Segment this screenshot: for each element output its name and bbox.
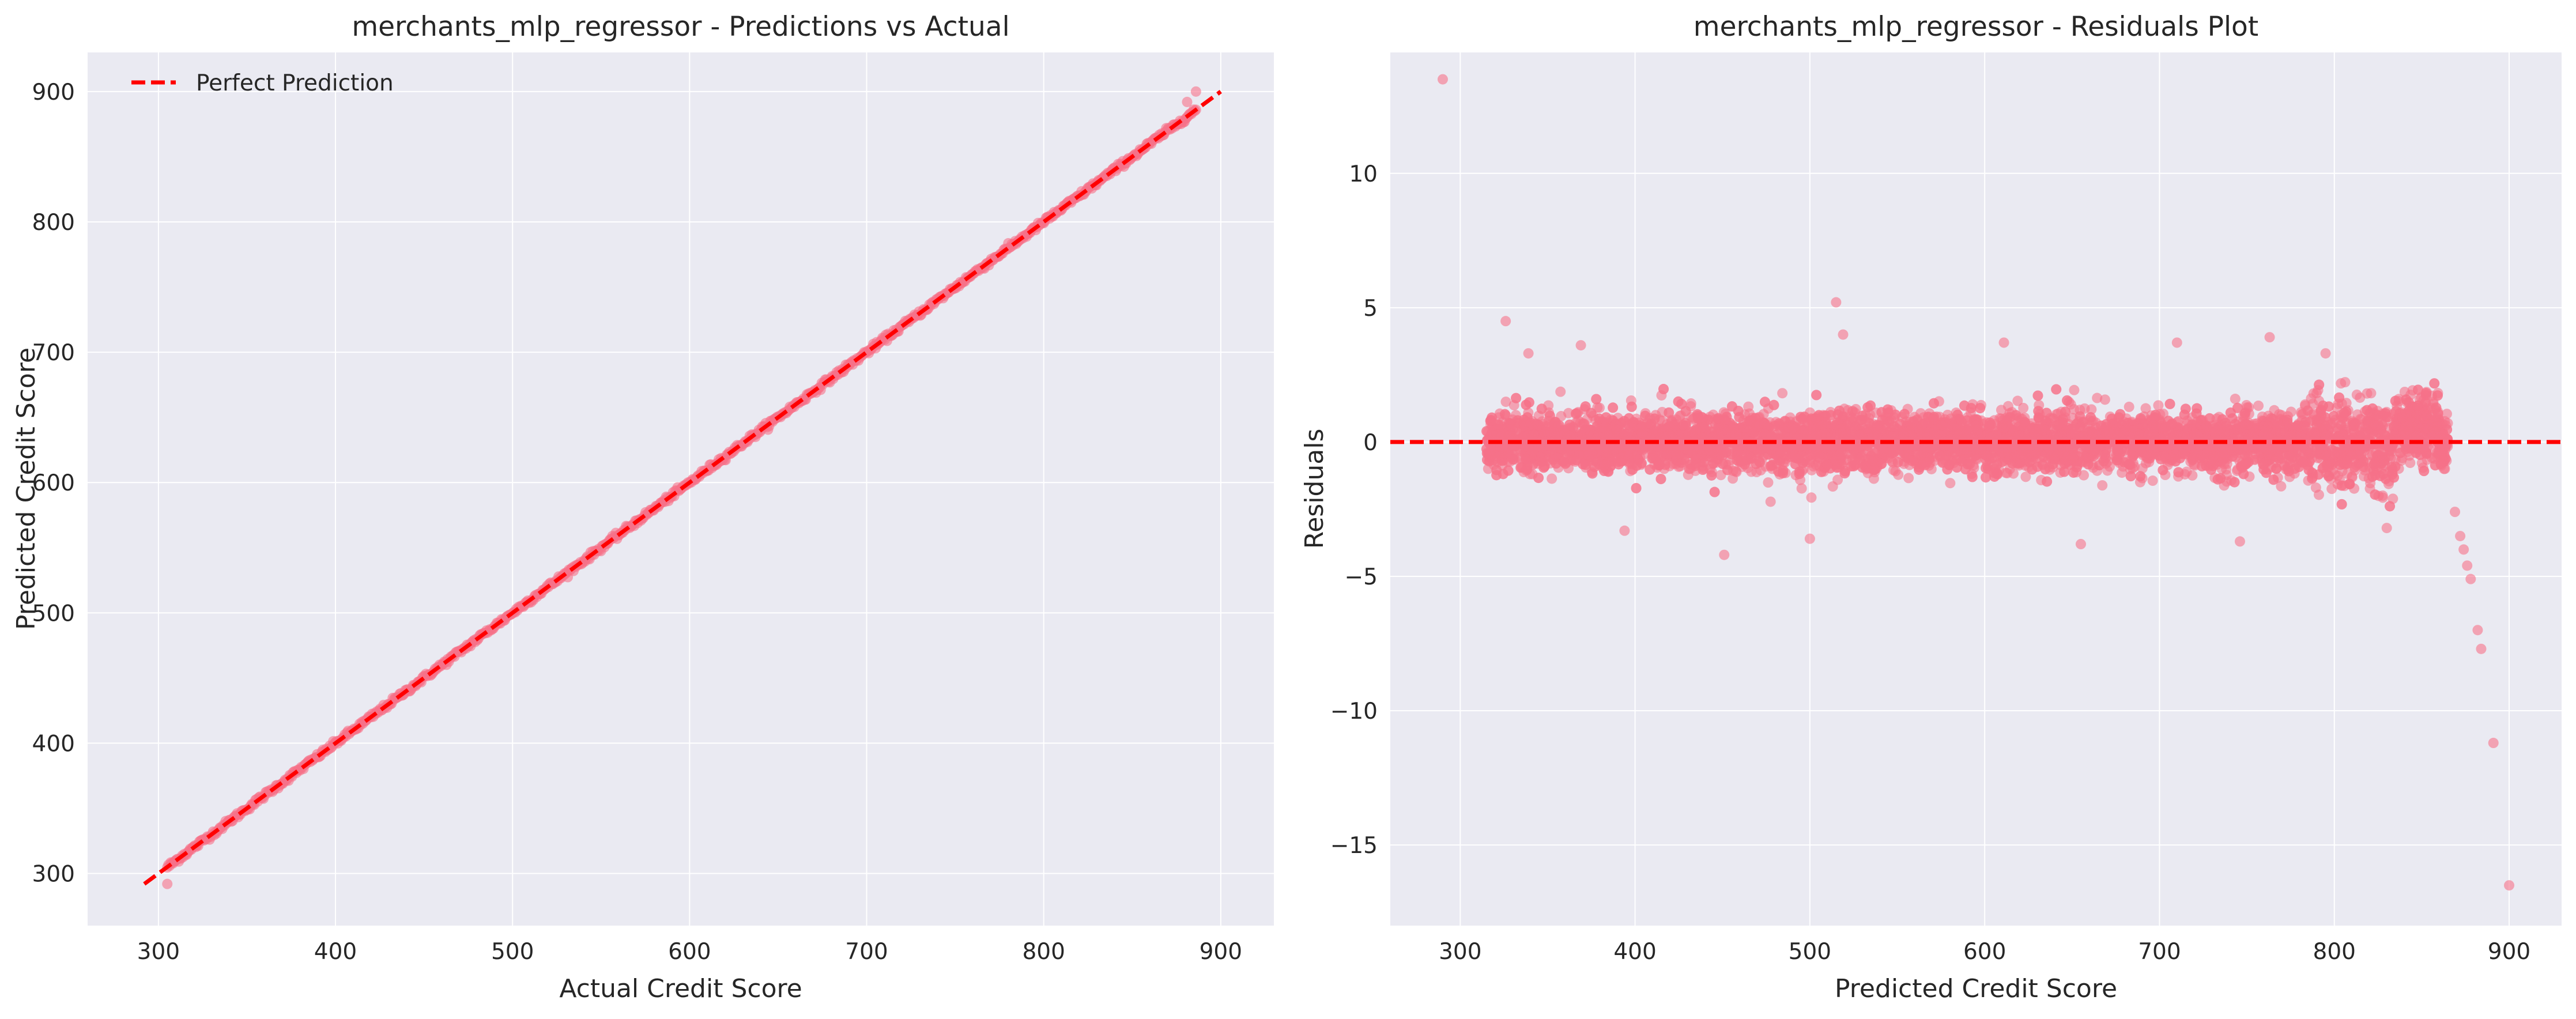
data-point	[1796, 483, 1807, 494]
data-point	[1777, 388, 1788, 399]
data-point	[1763, 477, 1774, 488]
data-point	[2310, 482, 2321, 493]
data-point	[1500, 397, 1511, 407]
data-point	[2276, 481, 2287, 492]
x-tick-label: 700	[845, 939, 888, 965]
data-point	[1806, 492, 1817, 503]
y-tick-label: 300	[32, 862, 75, 888]
x-tick-label: 400	[314, 939, 357, 965]
predictions-vs-actual-chart: 300 400 500 600 700 800 900 300 400 500 600 700 800…	[12, 11, 1274, 1003]
data-point	[2137, 463, 2148, 474]
legend: Perfect Prediction	[131, 70, 394, 96]
data-point	[2140, 403, 2151, 414]
data-point	[2069, 384, 2080, 395]
data-point	[1190, 86, 1201, 97]
data-point	[1903, 473, 1914, 484]
x-tick-label: 600	[668, 939, 711, 965]
x-tick-label: 800	[1022, 939, 1065, 965]
y-tick-label: 700	[32, 340, 75, 366]
data-point	[2097, 480, 2108, 491]
data-point	[2092, 392, 2103, 403]
y-tick-label: 900	[32, 80, 75, 105]
data-point	[1555, 386, 1566, 397]
y-tick-label: 500	[32, 601, 75, 627]
data-point	[2147, 475, 2158, 486]
x-tick-label: 300	[137, 939, 180, 965]
y-tick-label: 600	[32, 470, 75, 496]
chart-title: merchants_mlp_regressor - Predictions vs…	[352, 11, 1009, 43]
y-axis-label: Predicted Credit Score	[12, 348, 41, 630]
legend-label: Perfect Prediction	[196, 70, 394, 96]
y-axis-ticks: 300 400 500 600 700 800 900	[32, 80, 75, 888]
data-point	[2008, 468, 2019, 479]
x-tick-label: 500	[491, 939, 534, 965]
y-tick-label: 400	[32, 731, 75, 757]
y-tick-label: 800	[32, 210, 75, 236]
data-point	[2405, 458, 2416, 469]
plot-area	[1390, 52, 2562, 926]
data-point	[2340, 377, 2351, 388]
x-axis-ticks: 300 400 500 600 700 800 900	[137, 939, 1242, 965]
reference-line	[143, 90, 1222, 886]
data-point	[1945, 478, 1956, 489]
data-point	[2086, 404, 2097, 415]
x-axis-label: Actual Credit Score	[559, 974, 802, 1003]
data-point	[2020, 471, 2031, 482]
data-point	[162, 878, 173, 889]
x-tick-label: 900	[1200, 939, 1242, 965]
data-point	[1182, 96, 1193, 107]
data-point	[1547, 473, 1557, 484]
data-point	[2099, 394, 2110, 405]
data-points	[1437, 74, 2515, 891]
perfect-prediction-line	[143, 90, 1222, 886]
